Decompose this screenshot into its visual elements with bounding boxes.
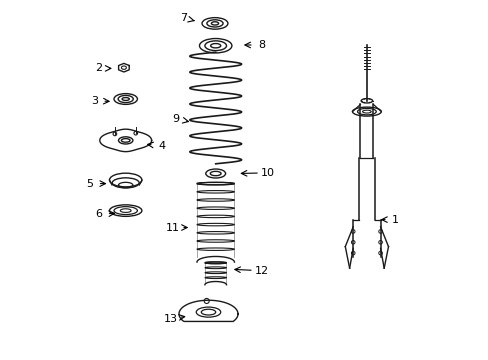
Text: 13: 13	[163, 314, 177, 324]
Text: 10: 10	[261, 168, 274, 178]
Text: 2: 2	[95, 63, 102, 73]
Text: 5: 5	[86, 179, 93, 189]
Text: 3: 3	[91, 96, 98, 106]
Text: 9: 9	[172, 114, 179, 124]
Text: 6: 6	[95, 209, 102, 219]
Text: 8: 8	[258, 40, 265, 50]
Text: 4: 4	[158, 141, 165, 151]
Text: 1: 1	[391, 215, 398, 225]
Text: 11: 11	[166, 222, 180, 233]
Text: 7: 7	[180, 13, 186, 23]
Text: 12: 12	[254, 266, 268, 276]
